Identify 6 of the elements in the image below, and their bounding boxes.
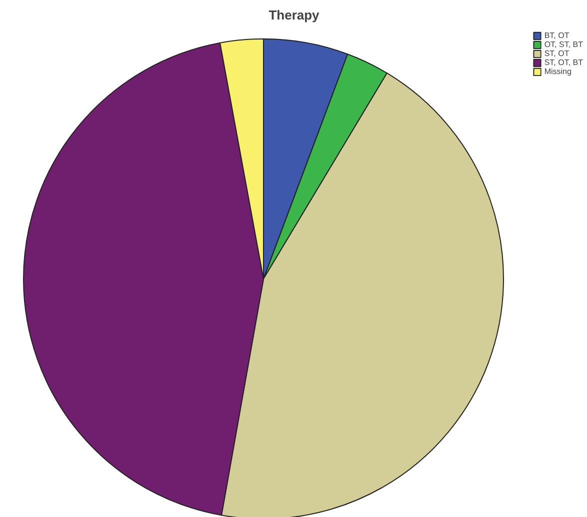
chart-title: Therapy <box>268 8 320 22</box>
legend-label: Missing <box>544 67 572 76</box>
legend-label: OT, ST, BT <box>544 40 583 49</box>
legend-label: BT, OT <box>544 31 570 40</box>
legend-label: ST, OT <box>544 49 570 58</box>
legend-label: ST, OT, BT <box>544 58 583 67</box>
